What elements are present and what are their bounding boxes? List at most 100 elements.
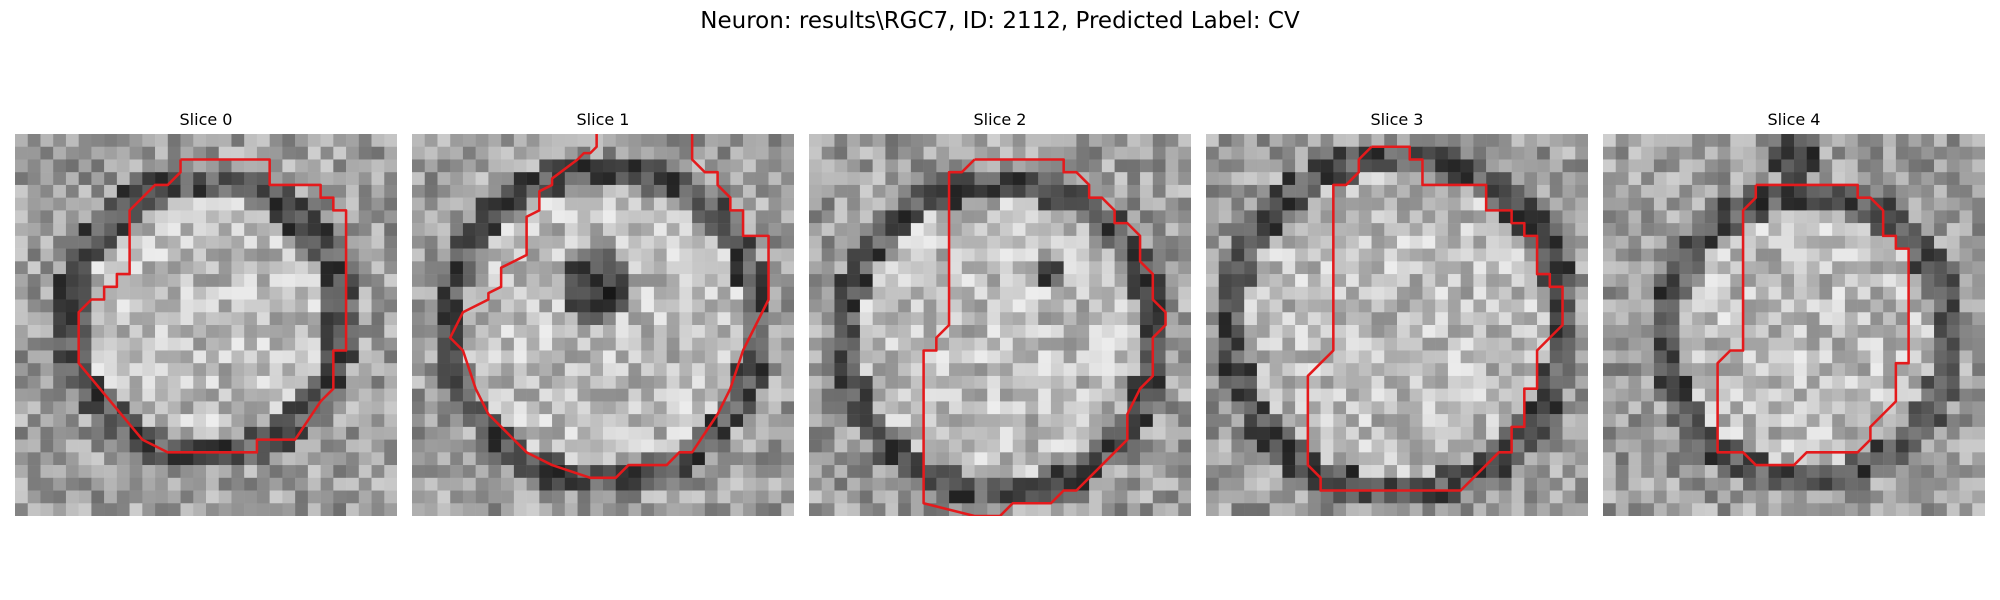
- slice-title: Slice 4: [1603, 110, 1985, 129]
- pixel: [603, 147, 616, 160]
- pixel: [66, 363, 79, 376]
- pixel: [1206, 401, 1219, 414]
- pixel: [359, 465, 372, 478]
- pixel: [1909, 287, 1922, 300]
- pixel: [1166, 147, 1179, 160]
- pixel: [527, 300, 540, 313]
- pixel: [514, 414, 527, 427]
- pixel: [847, 427, 860, 440]
- pixel: [1448, 491, 1461, 504]
- pixel: [346, 198, 359, 211]
- pixel: [1972, 465, 1985, 478]
- pixel: [987, 249, 1000, 262]
- pixel: [987, 134, 1000, 147]
- pixel: [437, 452, 450, 465]
- pixel: [1244, 274, 1257, 287]
- pixel: [873, 236, 886, 249]
- pixel: [219, 338, 232, 351]
- pixel: [975, 363, 988, 376]
- pixel: [1153, 338, 1166, 351]
- pixel: [1705, 440, 1718, 453]
- pixel: [1089, 401, 1102, 414]
- pixel: [476, 376, 489, 389]
- pixel: [1308, 210, 1321, 223]
- pixel: [359, 401, 372, 414]
- pixel: [705, 312, 718, 325]
- pixel: [949, 274, 962, 287]
- pixel: [1921, 236, 1934, 249]
- pixel: [1410, 478, 1423, 491]
- pixel: [1384, 261, 1397, 274]
- pixel: [346, 261, 359, 274]
- pixel: [552, 300, 565, 313]
- pixel: [1769, 427, 1782, 440]
- pixel: [1756, 389, 1769, 402]
- pixel: [1730, 159, 1743, 172]
- pixel: [1231, 376, 1244, 389]
- pixel: [142, 261, 155, 274]
- pixel: [1346, 350, 1359, 363]
- pixel: [1384, 363, 1397, 376]
- pixel: [654, 274, 667, 287]
- pixel: [66, 389, 79, 402]
- pixel: [1896, 350, 1909, 363]
- pixel: [1641, 249, 1654, 262]
- pixel: [1089, 363, 1102, 376]
- pixel: [692, 491, 705, 504]
- pixel: [1499, 440, 1512, 453]
- pixel: [1076, 274, 1089, 287]
- pixel: [15, 478, 28, 491]
- pixel: [384, 363, 397, 376]
- pixel: [437, 389, 450, 402]
- pixel: [924, 440, 937, 453]
- pixel: [1563, 198, 1576, 211]
- pixel: [1845, 350, 1858, 363]
- pixel: [1321, 363, 1334, 376]
- pixel: [1628, 134, 1641, 147]
- pixel: [641, 363, 654, 376]
- pixel: [1089, 376, 1102, 389]
- pixel: [1730, 261, 1743, 274]
- pixel: [539, 414, 552, 427]
- pixel: [257, 236, 270, 249]
- pixel: [1219, 287, 1232, 300]
- pixel: [488, 363, 501, 376]
- pixel: [1654, 427, 1667, 440]
- pixel: [1166, 491, 1179, 504]
- pixel: [911, 338, 924, 351]
- pixel: [1153, 376, 1166, 389]
- pixel: [1178, 338, 1191, 351]
- pixel: [1743, 389, 1756, 402]
- pixel: [616, 287, 629, 300]
- pixel: [1858, 287, 1871, 300]
- pixel: [1166, 350, 1179, 363]
- pixel: [219, 159, 232, 172]
- pixel: [1832, 325, 1845, 338]
- pixel: [308, 350, 321, 363]
- slice-image: [1206, 134, 1588, 516]
- pixel: [1679, 427, 1692, 440]
- pixel: [1270, 159, 1283, 172]
- pixel: [308, 274, 321, 287]
- pixel: [1013, 427, 1026, 440]
- pixel: [1473, 312, 1486, 325]
- pixel: [1934, 312, 1947, 325]
- pixel: [168, 210, 181, 223]
- pixel: [936, 147, 949, 160]
- pixel: [1127, 185, 1140, 198]
- pixel: [193, 134, 206, 147]
- pixel: [1321, 376, 1334, 389]
- pixel: [181, 274, 194, 287]
- pixel: [1295, 414, 1308, 427]
- pixel: [527, 312, 540, 325]
- pixel: [590, 249, 603, 262]
- pixel: [1756, 503, 1769, 516]
- pixel: [1730, 312, 1743, 325]
- pixel: [1308, 172, 1321, 185]
- pixel: [1832, 300, 1845, 313]
- pixel: [1692, 134, 1705, 147]
- pixel: [578, 491, 591, 504]
- pixel: [117, 261, 130, 274]
- pixel: [1244, 503, 1257, 516]
- pixel: [1603, 210, 1616, 223]
